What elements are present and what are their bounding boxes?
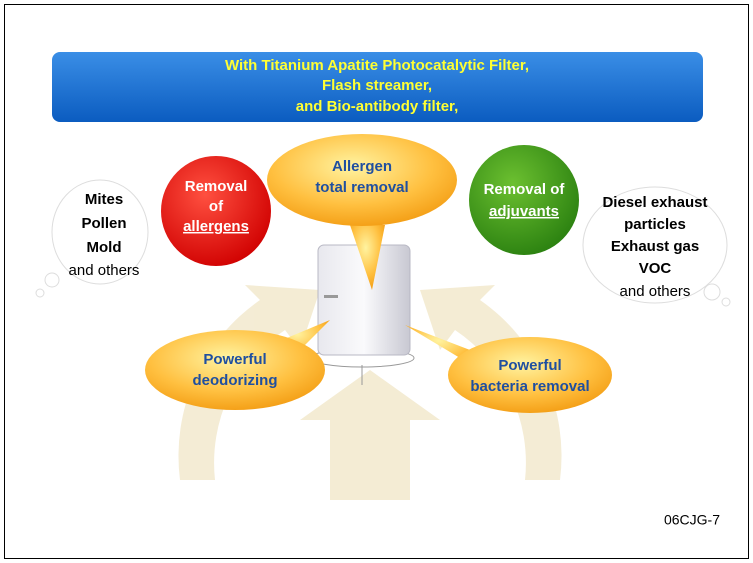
list-item: and others <box>69 262 140 279</box>
list-item: VOC <box>639 260 672 277</box>
list-item: Mold <box>87 239 122 256</box>
list-item: Pollen <box>81 215 126 232</box>
bubble-text: Allergen <box>332 158 392 175</box>
circle-text: Removal of <box>484 181 566 198</box>
list-item: particles <box>624 216 686 233</box>
bubble-text: Powerful <box>498 357 561 374</box>
list-item: Diesel exhaust <box>602 194 707 211</box>
banner-line: Flash streamer, <box>322 77 432 94</box>
bubble-text: deodorizing <box>193 372 278 389</box>
green-circle <box>469 145 579 255</box>
slide: With Titanium Apatite Photocatalytic Fil… <box>0 0 753 563</box>
banner-line: With Titanium Apatite Photocatalytic Fil… <box>225 57 529 74</box>
list-item: Exhaust gas <box>611 238 699 255</box>
circle-text: adjuvants <box>489 203 559 220</box>
slide-code: 06CJG-7 <box>664 512 720 528</box>
bubble-text: bacteria removal <box>470 378 589 395</box>
circle-text: of <box>209 198 224 215</box>
bubble-text: Powerful <box>203 351 266 368</box>
banner-line: and Bio-antibody filter, <box>296 98 459 115</box>
list-item: and others <box>620 283 691 300</box>
bubble-text: total removal <box>315 179 408 196</box>
list-item: Mites <box>85 191 123 208</box>
circle-text: allergens <box>183 218 249 235</box>
circle-text: Removal <box>185 178 248 195</box>
